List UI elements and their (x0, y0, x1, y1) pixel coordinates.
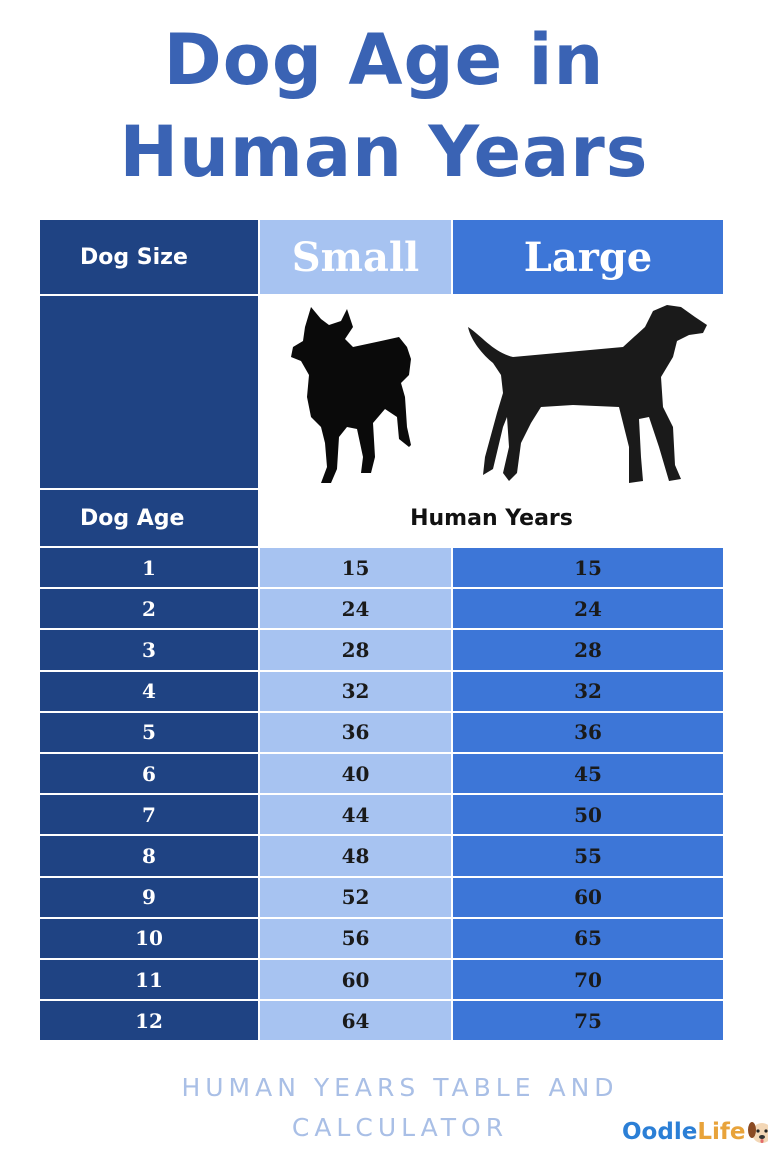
title-line-1: Dog Age in (163, 19, 605, 101)
dog-face-icon (748, 1122, 768, 1143)
large-value-cell: 70 (453, 960, 723, 1000)
age-cell: 11 (40, 960, 258, 1000)
small-value-cell: 15 (260, 548, 451, 588)
age-cell: 12 (40, 1001, 258, 1041)
small-value-cell: 60 (260, 960, 451, 1000)
small-header: Small (260, 220, 451, 294)
age-cell: 6 (40, 754, 258, 794)
large-value-cell: 24 (453, 589, 723, 629)
large-value-cell: 60 (453, 877, 723, 917)
small-dog-image (260, 296, 451, 488)
logo-part-2: Life (697, 1119, 746, 1145)
large-value-cell: 65 (453, 918, 723, 958)
large-dog-image (453, 296, 723, 488)
large-value-cell: 32 (453, 671, 723, 711)
large-header: Large (453, 220, 723, 294)
small-value-cell: 40 (260, 754, 451, 794)
page-title: Dog Age in Human Years (0, 14, 768, 198)
small-value-cell: 64 (260, 1001, 451, 1041)
large-value-cell: 36 (453, 712, 723, 752)
human-years-header: Human Years (260, 490, 723, 546)
small-value-cell: 48 (260, 836, 451, 876)
large-value-cell: 50 (453, 795, 723, 835)
spitz-silhouette-icon (290, 307, 411, 483)
age-cell: 7 (40, 795, 258, 835)
age-cell: 2 (40, 589, 258, 629)
dog-age-header: Dog Age (40, 490, 258, 546)
small-value-cell: 24 (260, 589, 451, 629)
small-value-cell: 32 (260, 671, 451, 711)
small-value-cell: 36 (260, 712, 451, 752)
age-cell: 9 (40, 877, 258, 917)
age-cell: 5 (40, 712, 258, 752)
footer-line-1: HUMAN YEARS TABLE AND (181, 1073, 619, 1102)
age-cell: 10 (40, 918, 258, 958)
large-value-cell: 15 (453, 548, 723, 588)
oodlelife-logo: Oodle Life (622, 1112, 768, 1152)
age-cell: 8 (40, 836, 258, 876)
small-value-cell: 52 (260, 877, 451, 917)
logo-part-1: Oodle (622, 1119, 698, 1145)
small-value-cell: 44 (260, 795, 451, 835)
labrador-silhouette-icon (468, 305, 707, 483)
age-cell: 3 (40, 630, 258, 670)
age-table: Dog Size Small Large Dog Age Human Years… (40, 220, 723, 1053)
age-cell: 1 (40, 548, 258, 588)
small-value-cell: 56 (260, 918, 451, 958)
large-value-cell: 28 (453, 630, 723, 670)
image-row-label (40, 296, 258, 488)
large-value-cell: 75 (453, 1001, 723, 1041)
large-value-cell: 45 (453, 754, 723, 794)
title-line-2: Human Years (119, 111, 649, 193)
footer-line-2: CALCULATOR (291, 1113, 509, 1142)
age-cell: 4 (40, 671, 258, 711)
small-value-cell: 28 (260, 630, 451, 670)
large-value-cell: 55 (453, 836, 723, 876)
dog-size-header: Dog Size (40, 220, 258, 294)
